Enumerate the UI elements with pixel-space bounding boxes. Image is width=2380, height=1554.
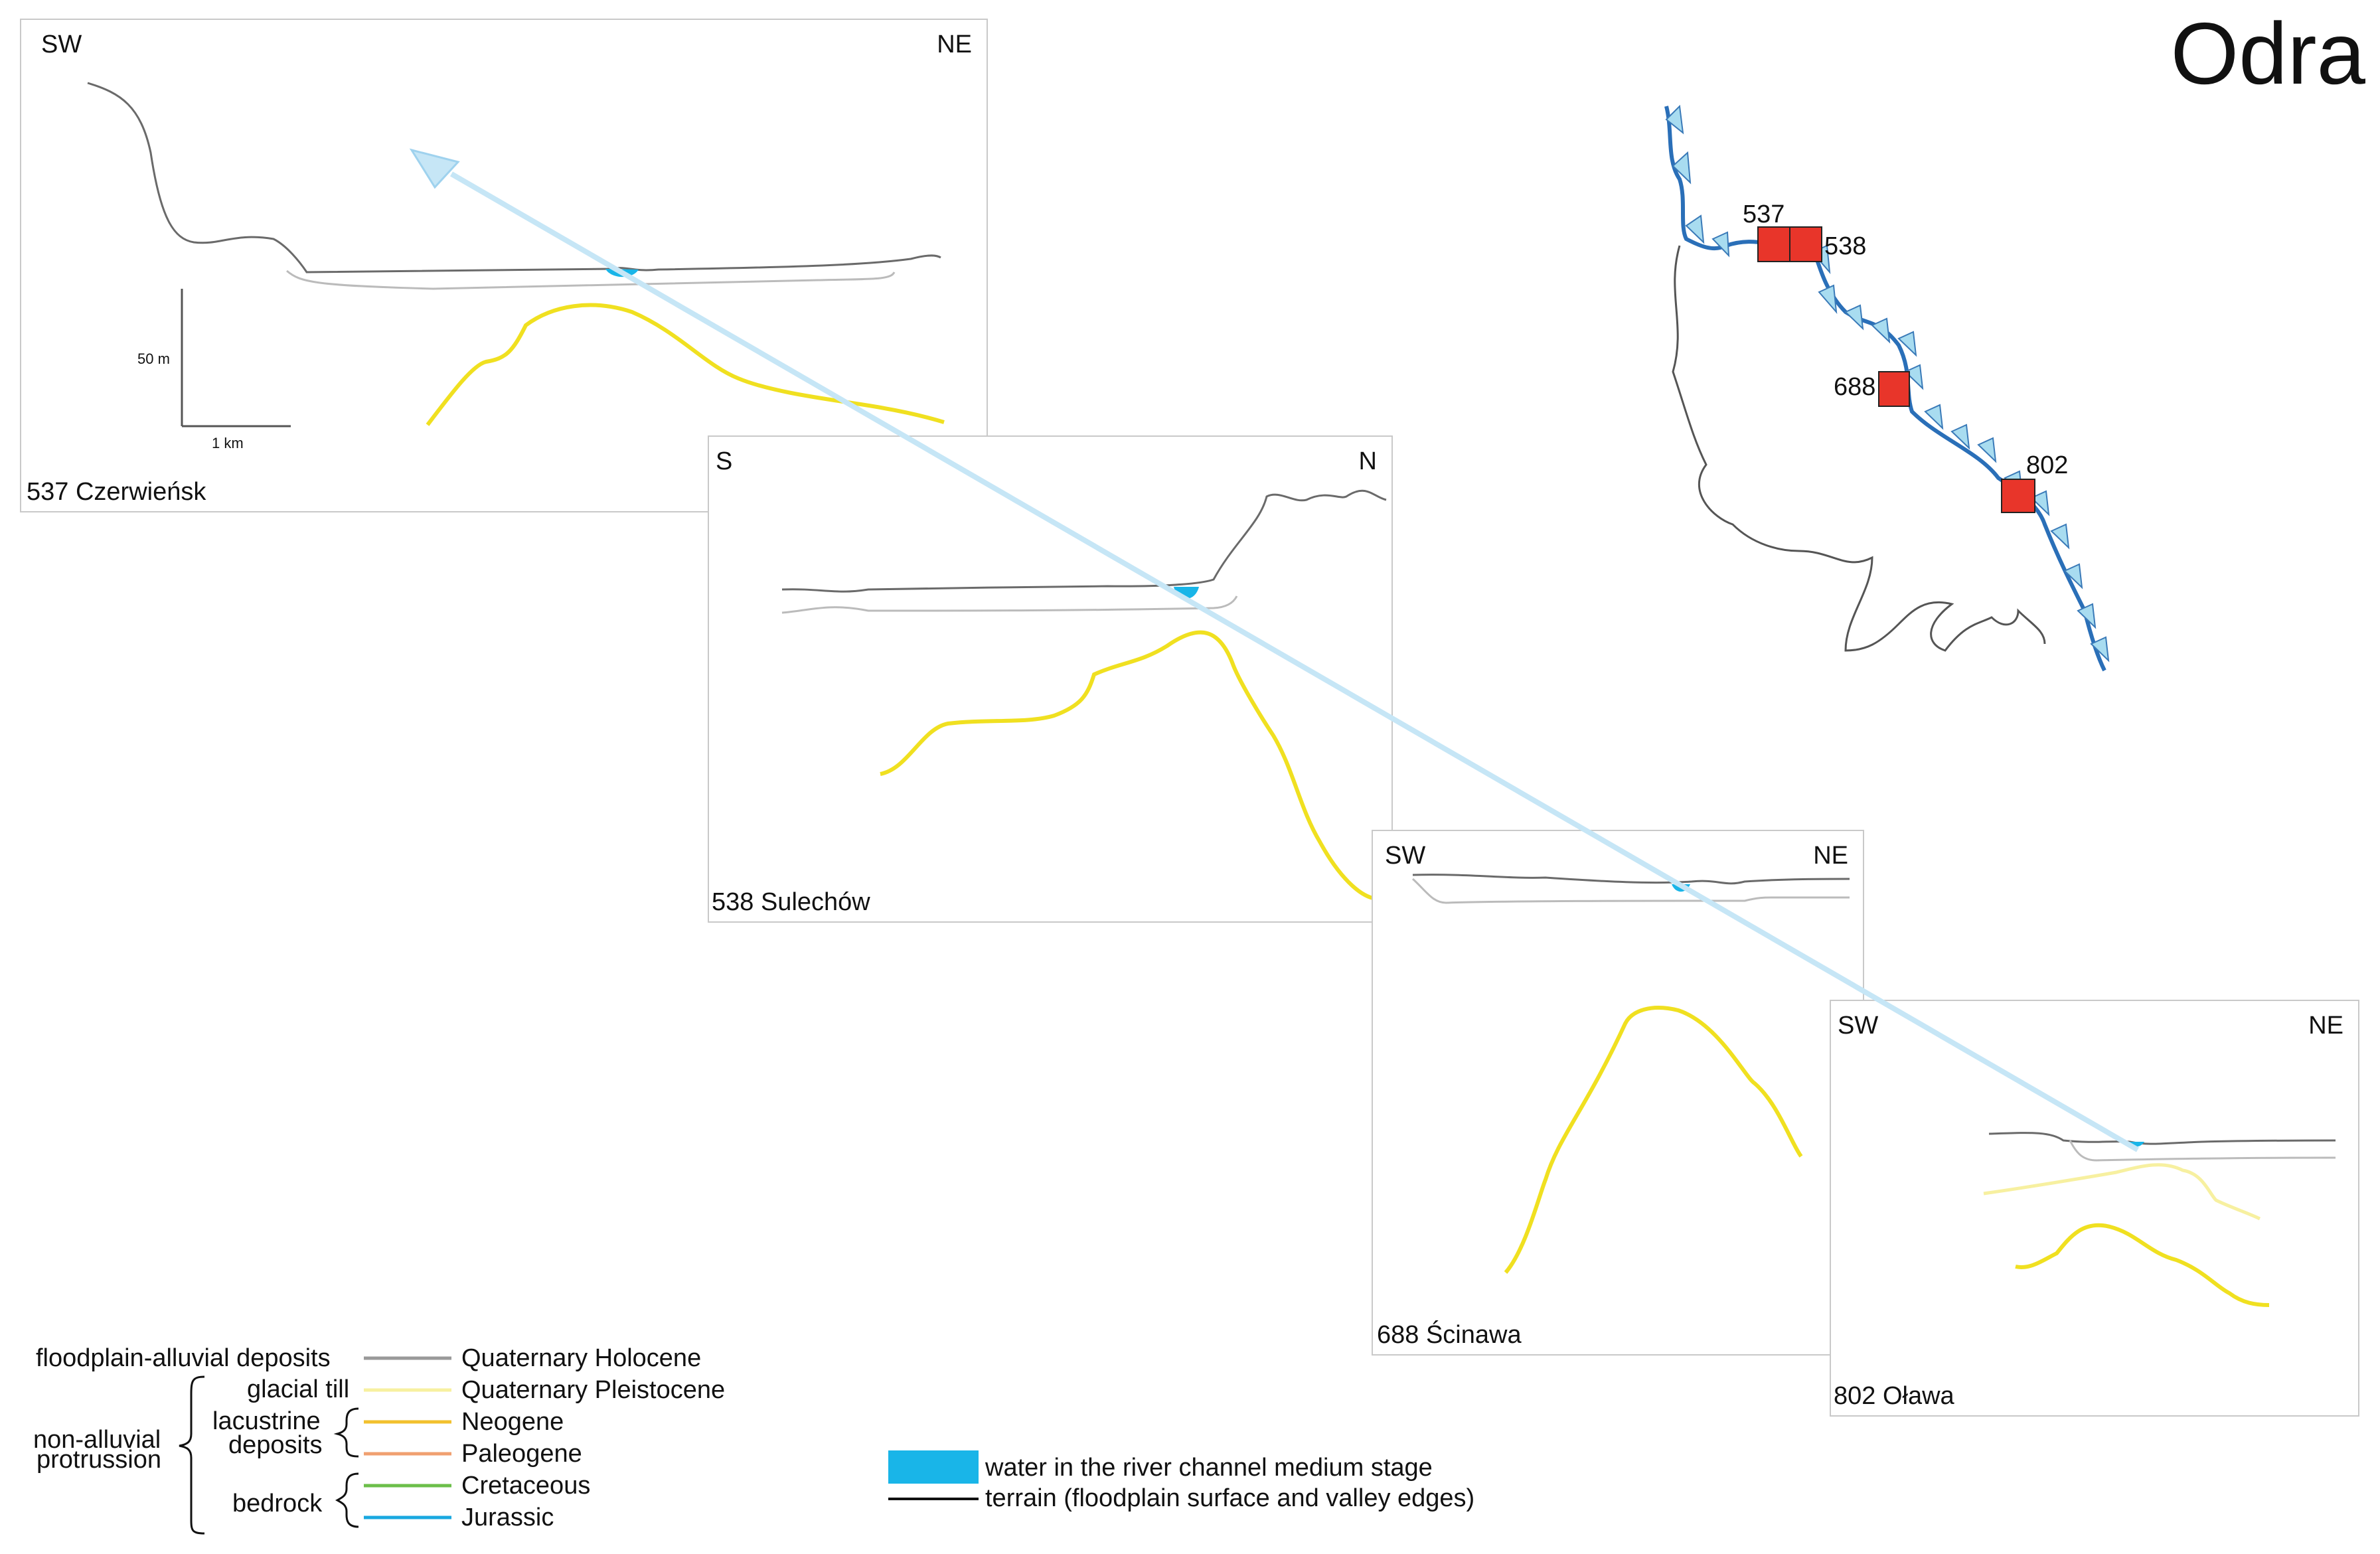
legend: floodplain-alluvial deposits glacial til… (0, 1334, 797, 1547)
panel-name: 802 Oława (1834, 1382, 1954, 1410)
legend-braces (179, 1356, 451, 1535)
cross-section-panel-538: S N 538 Sulechów (708, 435, 1393, 923)
site-box-688 (1878, 371, 1910, 407)
panel-right-direction: NE (2308, 1012, 2343, 1040)
map-site-label-538: 538 (1824, 232, 1867, 260)
neogene-curve (426, 303, 945, 426)
map-site-label-537: 537 (1743, 200, 1785, 228)
legend-item-cretaceous: Cretaceous (461, 1472, 591, 1500)
legend-protrussion: protrussion (37, 1446, 161, 1474)
site-box-537 (1757, 226, 1790, 262)
base-line (2069, 1140, 2336, 1162)
panel-left-direction: SW (41, 31, 82, 58)
panel-name: 688 Ścinawa (1377, 1321, 1522, 1349)
horizontal-scale-label: 1 km (212, 435, 244, 451)
legend-terrain-line (888, 1498, 979, 1500)
cross-section-panel-688: SW NE 688 Ścinawa (1372, 830, 1864, 1356)
legend-item-neogene: Neogene (461, 1408, 564, 1436)
terrain-line (781, 489, 1387, 593)
scale-bar (181, 289, 291, 427)
legend-terrain-label: terrain (floodplain surface and valley e… (985, 1484, 1475, 1512)
legend-item-jurassic: Jurassic (461, 1504, 554, 1531)
cross-section-802 (1983, 1132, 2336, 1307)
legend-glacial-till: glacial till (247, 1375, 350, 1403)
terrain-line (87, 82, 941, 273)
legend-non-alluvial: non-alluvial (33, 1426, 161, 1454)
base-line (1411, 878, 1850, 904)
legend-water-label: water in the river channel medium stage (985, 1454, 1433, 1482)
panel-left-direction: SW (1838, 1012, 1879, 1040)
legend-floodplain: floodplain-alluvial deposits (36, 1344, 331, 1372)
panel-left-direction: S (716, 447, 733, 475)
base-line (286, 270, 896, 290)
panel-name: 537 Czerwieńsk (27, 478, 206, 506)
base-line (781, 595, 1238, 614)
panel-right-direction: NE (937, 31, 972, 58)
cross-section-538 (781, 489, 1387, 900)
legend-item-holocene: Quaternary Holocene (461, 1344, 702, 1372)
pleistocene-curve (1983, 1163, 2261, 1221)
river-line (1664, 106, 2106, 672)
panel-left-direction: SW (1385, 842, 1426, 870)
cross-section-537 (87, 82, 945, 427)
legend-item-pleistocene: Quaternary Pleistocene (461, 1376, 726, 1404)
vertical-scale-label: 50 m (137, 350, 170, 367)
neogene-curve (1504, 1006, 1803, 1274)
panel-right-direction: NE (1813, 842, 1848, 870)
neogene-curve (880, 630, 1374, 900)
panel-right-direction: N (1358, 447, 1377, 475)
cross-section-panel-537: SW NE 537 Czerwieńsk 50 m 1 km (20, 19, 988, 512)
river-map (1664, 104, 2110, 672)
catchment-boundary (1672, 245, 2046, 652)
page-title: Odra (2170, 5, 2365, 102)
legend-deposits: deposits (228, 1431, 323, 1459)
cross-section-panel-802: SW NE 802 Oława (1830, 1000, 2359, 1417)
map-site-label-688: 688 (1834, 373, 1876, 401)
legend-water-swatch (888, 1450, 979, 1484)
site-box-538 (1789, 226, 1822, 262)
legend-bedrock: bedrock (232, 1490, 323, 1517)
site-box-802 (2001, 479, 2035, 513)
legend-item-paleogene: Paleogene (461, 1440, 582, 1468)
neogene-curve (2015, 1223, 2270, 1307)
legend-lacustrine: lacustrine (212, 1407, 321, 1435)
panel-name: 538 Sulechów (712, 888, 870, 916)
map-site-label-802: 802 (2026, 451, 2069, 479)
